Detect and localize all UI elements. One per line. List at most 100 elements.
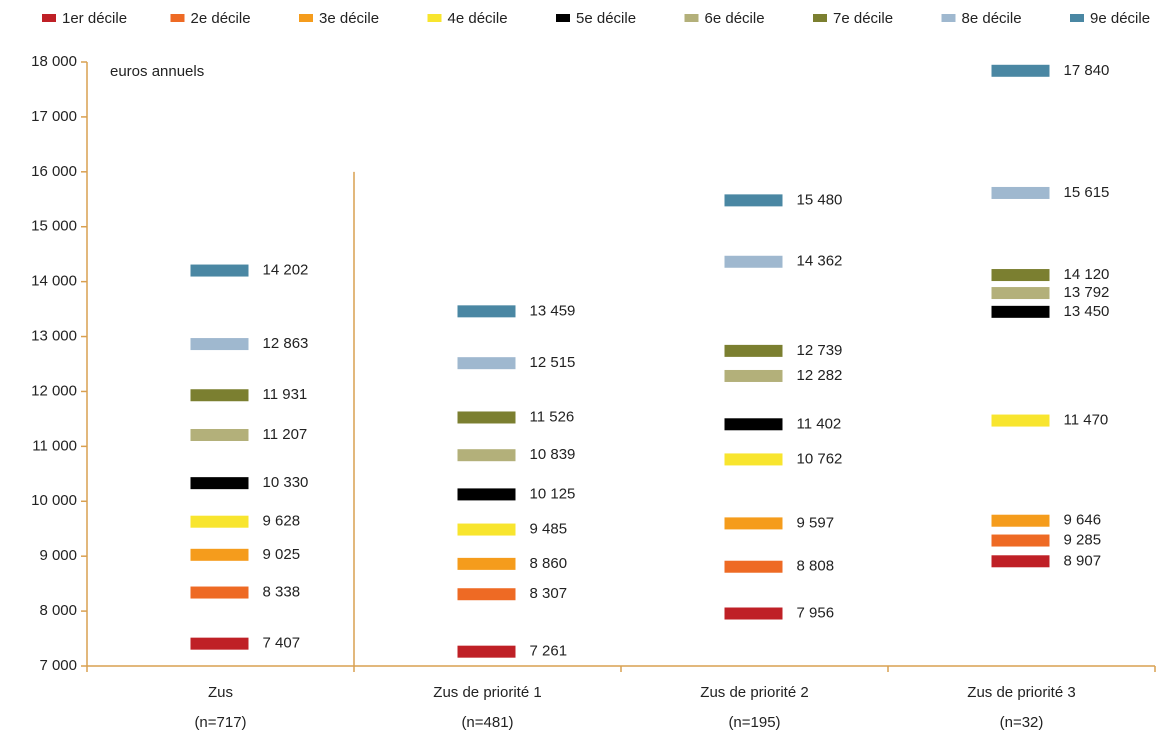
value-label: 13 450 [1064,303,1110,320]
value-label: 9 597 [797,514,835,531]
marker [724,255,783,268]
marker [190,548,249,561]
marker [991,287,1050,300]
marker [457,557,516,570]
value-label: 10 839 [530,446,576,463]
legend-label: 3e décile [319,10,379,27]
value-label: 9 025 [263,546,301,563]
value-label: 7 261 [530,643,568,660]
y-tick-label: 12 000 [31,382,77,399]
legend-label: 9e décile [1090,10,1150,27]
value-label: 8 307 [530,585,568,602]
marker [190,389,249,402]
marker [724,344,783,357]
value-label: 12 515 [530,354,576,371]
x-tick-note: (n=32) [1000,714,1044,731]
value-label: 14 202 [263,262,309,279]
marker [457,488,516,501]
legend-swatch [684,14,699,22]
value-label: 14 362 [797,253,843,270]
marker [991,534,1050,547]
value-label: 15 615 [1064,184,1110,201]
x-tick-note: (n=481) [461,714,513,731]
value-label: 9 485 [530,521,568,538]
marker [991,269,1050,282]
marker [724,607,783,620]
marker [190,637,249,650]
y-tick-label: 10 000 [31,492,77,509]
value-label: 8 860 [530,555,568,572]
y-tick-label: 15 000 [31,218,77,235]
value-label: 9 285 [1064,532,1102,549]
legend-swatch [813,14,827,22]
value-label: 11 526 [530,408,575,425]
legend-swatch [1070,14,1084,22]
marker [724,418,783,431]
marker [190,338,249,351]
y-tick-label: 13 000 [31,328,77,345]
value-label: 11 207 [263,426,308,443]
value-label: 8 338 [263,584,301,601]
value-label: 7 407 [263,635,301,652]
legend-swatch [42,14,56,22]
value-label: 14 120 [1064,266,1110,283]
marker [457,305,516,318]
value-label: 7 956 [797,604,835,621]
marker [190,515,249,528]
legend-swatch [427,14,442,22]
legend-label: 1er décile [62,10,127,27]
value-label: 11 931 [263,386,308,403]
value-label: 10 330 [263,474,309,491]
value-label: 15 480 [797,191,843,208]
value-label: 12 282 [797,367,843,384]
x-tick-label: Zus de priorité 1 [433,684,541,701]
marker [991,186,1050,199]
marker [724,560,783,573]
value-label: 10 125 [530,485,576,502]
y-tick-label: 17 000 [31,108,77,125]
y-tick-label: 8 000 [39,602,77,619]
value-label: 11 402 [797,415,842,432]
marker [991,64,1050,77]
value-label: 13 792 [1064,284,1110,301]
marker [457,645,516,658]
marker [190,264,249,277]
legend-label: 7e décile [833,10,893,27]
legend-label: 8e décile [962,10,1022,27]
y-tick-label: 16 000 [31,163,77,180]
x-tick-note: (n=195) [728,714,780,731]
value-label: 11 470 [1064,412,1109,429]
value-label: 12 739 [797,342,843,359]
x-tick-label: Zus de priorité 3 [967,684,1075,701]
y-tick-label: 7 000 [39,657,77,674]
marker [991,305,1050,318]
value-label: 9 646 [1064,512,1102,529]
marker [457,523,516,536]
annotation: euros annuels [110,63,204,80]
marker [457,357,516,370]
marker [991,514,1050,527]
marker [190,428,249,441]
marker [724,517,783,530]
marker [457,588,516,601]
legend-swatch [170,14,185,22]
x-tick-note: (n=717) [194,714,246,731]
legend-label: 4e décile [448,10,508,27]
value-label: 13 459 [530,302,576,319]
y-tick-label: 9 000 [39,547,77,564]
y-tick-label: 11 000 [32,437,77,454]
value-label: 10 762 [797,450,843,467]
marker [991,555,1050,568]
legend-label: 5e décile [576,10,636,27]
legend-label: 2e décile [191,10,251,27]
marker [724,369,783,382]
value-label: 8 808 [797,558,835,575]
x-tick-label: Zus de priorité 2 [700,684,808,701]
legend-label: 6e décile [705,10,765,27]
legend-swatch [941,14,956,22]
x-tick-label: Zus [208,684,233,701]
marker [190,477,249,490]
marker [724,453,783,466]
value-label: 12 863 [263,335,309,352]
